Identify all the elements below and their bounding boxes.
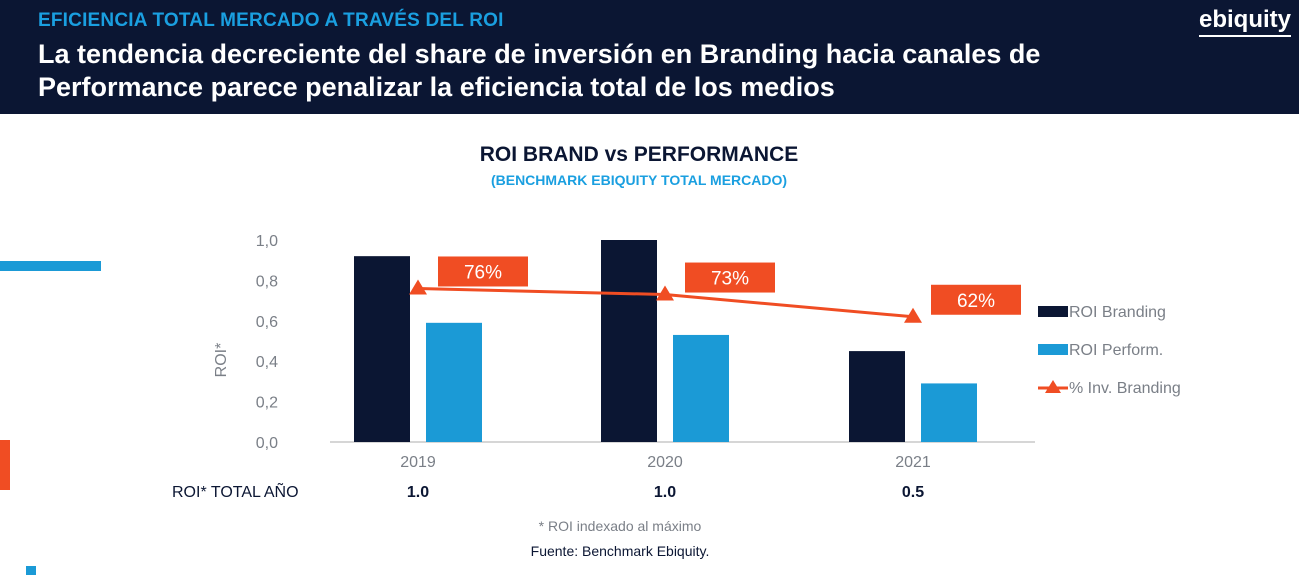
total-row-value: 1.0 <box>407 484 429 501</box>
x-tick-label: 2020 <box>647 454 683 471</box>
bar-roi-performance <box>673 334 729 442</box>
bar-roi-branding <box>601 240 657 442</box>
inv-branding-data-label: 73% <box>711 269 749 290</box>
legend-label-performance: ROI Perform. <box>1069 342 1163 359</box>
inv-branding-marker <box>656 285 674 301</box>
left-edge-orange-block <box>0 440 10 490</box>
total-row-value: 0.5 <box>902 484 924 501</box>
chart-legend: ROI Branding ROI Perform. % Inv. Branding <box>1038 304 1181 397</box>
chart-title: ROI BRAND vs PERFORMANCE <box>480 143 799 166</box>
y-tick-label: 0,2 <box>256 395 278 412</box>
y-tick-label: 0,4 <box>256 354 278 371</box>
inv-branding-label-box <box>931 284 1021 315</box>
page-title: La tendencia decreciente del share de in… <box>38 39 1041 102</box>
legend-swatch-branding <box>1038 306 1068 317</box>
bar-roi-performance <box>426 322 482 442</box>
y-tick-label: 0,8 <box>256 273 278 290</box>
total-row-label: ROI* TOTAL AÑO <box>172 481 299 501</box>
bar-roi-branding <box>354 256 410 442</box>
y-tick-label: 0,0 <box>256 435 278 452</box>
header-banner: EFICIENCIA TOTAL MERCADO A TRAVÉS DEL RO… <box>0 0 1299 114</box>
y-tick-label: 1,0 <box>256 233 278 250</box>
legend-marker-inv-branding <box>1045 380 1061 393</box>
y-axis-label: ROI* <box>213 343 230 378</box>
y-tick-label: 0,6 <box>256 314 278 331</box>
source-note: Fuente: Benchmark Ebiquity. <box>531 543 710 559</box>
bar-roi-performance <box>921 383 977 442</box>
x-tick-label: 2021 <box>895 454 931 471</box>
inv-branding-marker <box>409 279 427 295</box>
total-row-value: 1.0 <box>654 484 676 501</box>
total-row-values: 1.0 1.0 0.5 <box>407 484 924 501</box>
section-kicker: EFICIENCIA TOTAL MERCADO A TRAVÉS DEL RO… <box>38 10 504 31</box>
inv-branding-data-label: 76% <box>464 262 502 283</box>
footnote: * ROI indexado al máximo <box>539 518 702 534</box>
inv-branding-marker <box>904 307 922 323</box>
inv-branding-label-box <box>438 256 528 287</box>
legend-label-inv-branding: % Inv. Branding <box>1069 380 1181 397</box>
y-tick-labels: 0,0 0,2 0,4 0,6 0,8 1,0 <box>256 233 278 452</box>
chart-subtitle: (BENCHMARK EBIQUITY TOTAL MERCADO) <box>491 172 787 188</box>
left-edge-blue-bar <box>0 261 101 271</box>
bars-group <box>354 240 977 442</box>
x-tick-label: 2019 <box>400 454 436 471</box>
inv-branding-line-group: 76% 73% 62% <box>409 256 1021 323</box>
bar-roi-branding <box>849 351 905 442</box>
legend-swatch-performance <box>1038 344 1068 355</box>
inv-branding-label-box <box>685 262 775 293</box>
x-tick-labels: 2019 2020 2021 <box>400 454 931 471</box>
legend-label-branding: ROI Branding <box>1069 304 1166 321</box>
inv-branding-data-label: 62% <box>957 291 995 312</box>
ebiquity-logo: ebiquity <box>1198 6 1291 37</box>
left-edge-blue-mark <box>26 566 36 575</box>
